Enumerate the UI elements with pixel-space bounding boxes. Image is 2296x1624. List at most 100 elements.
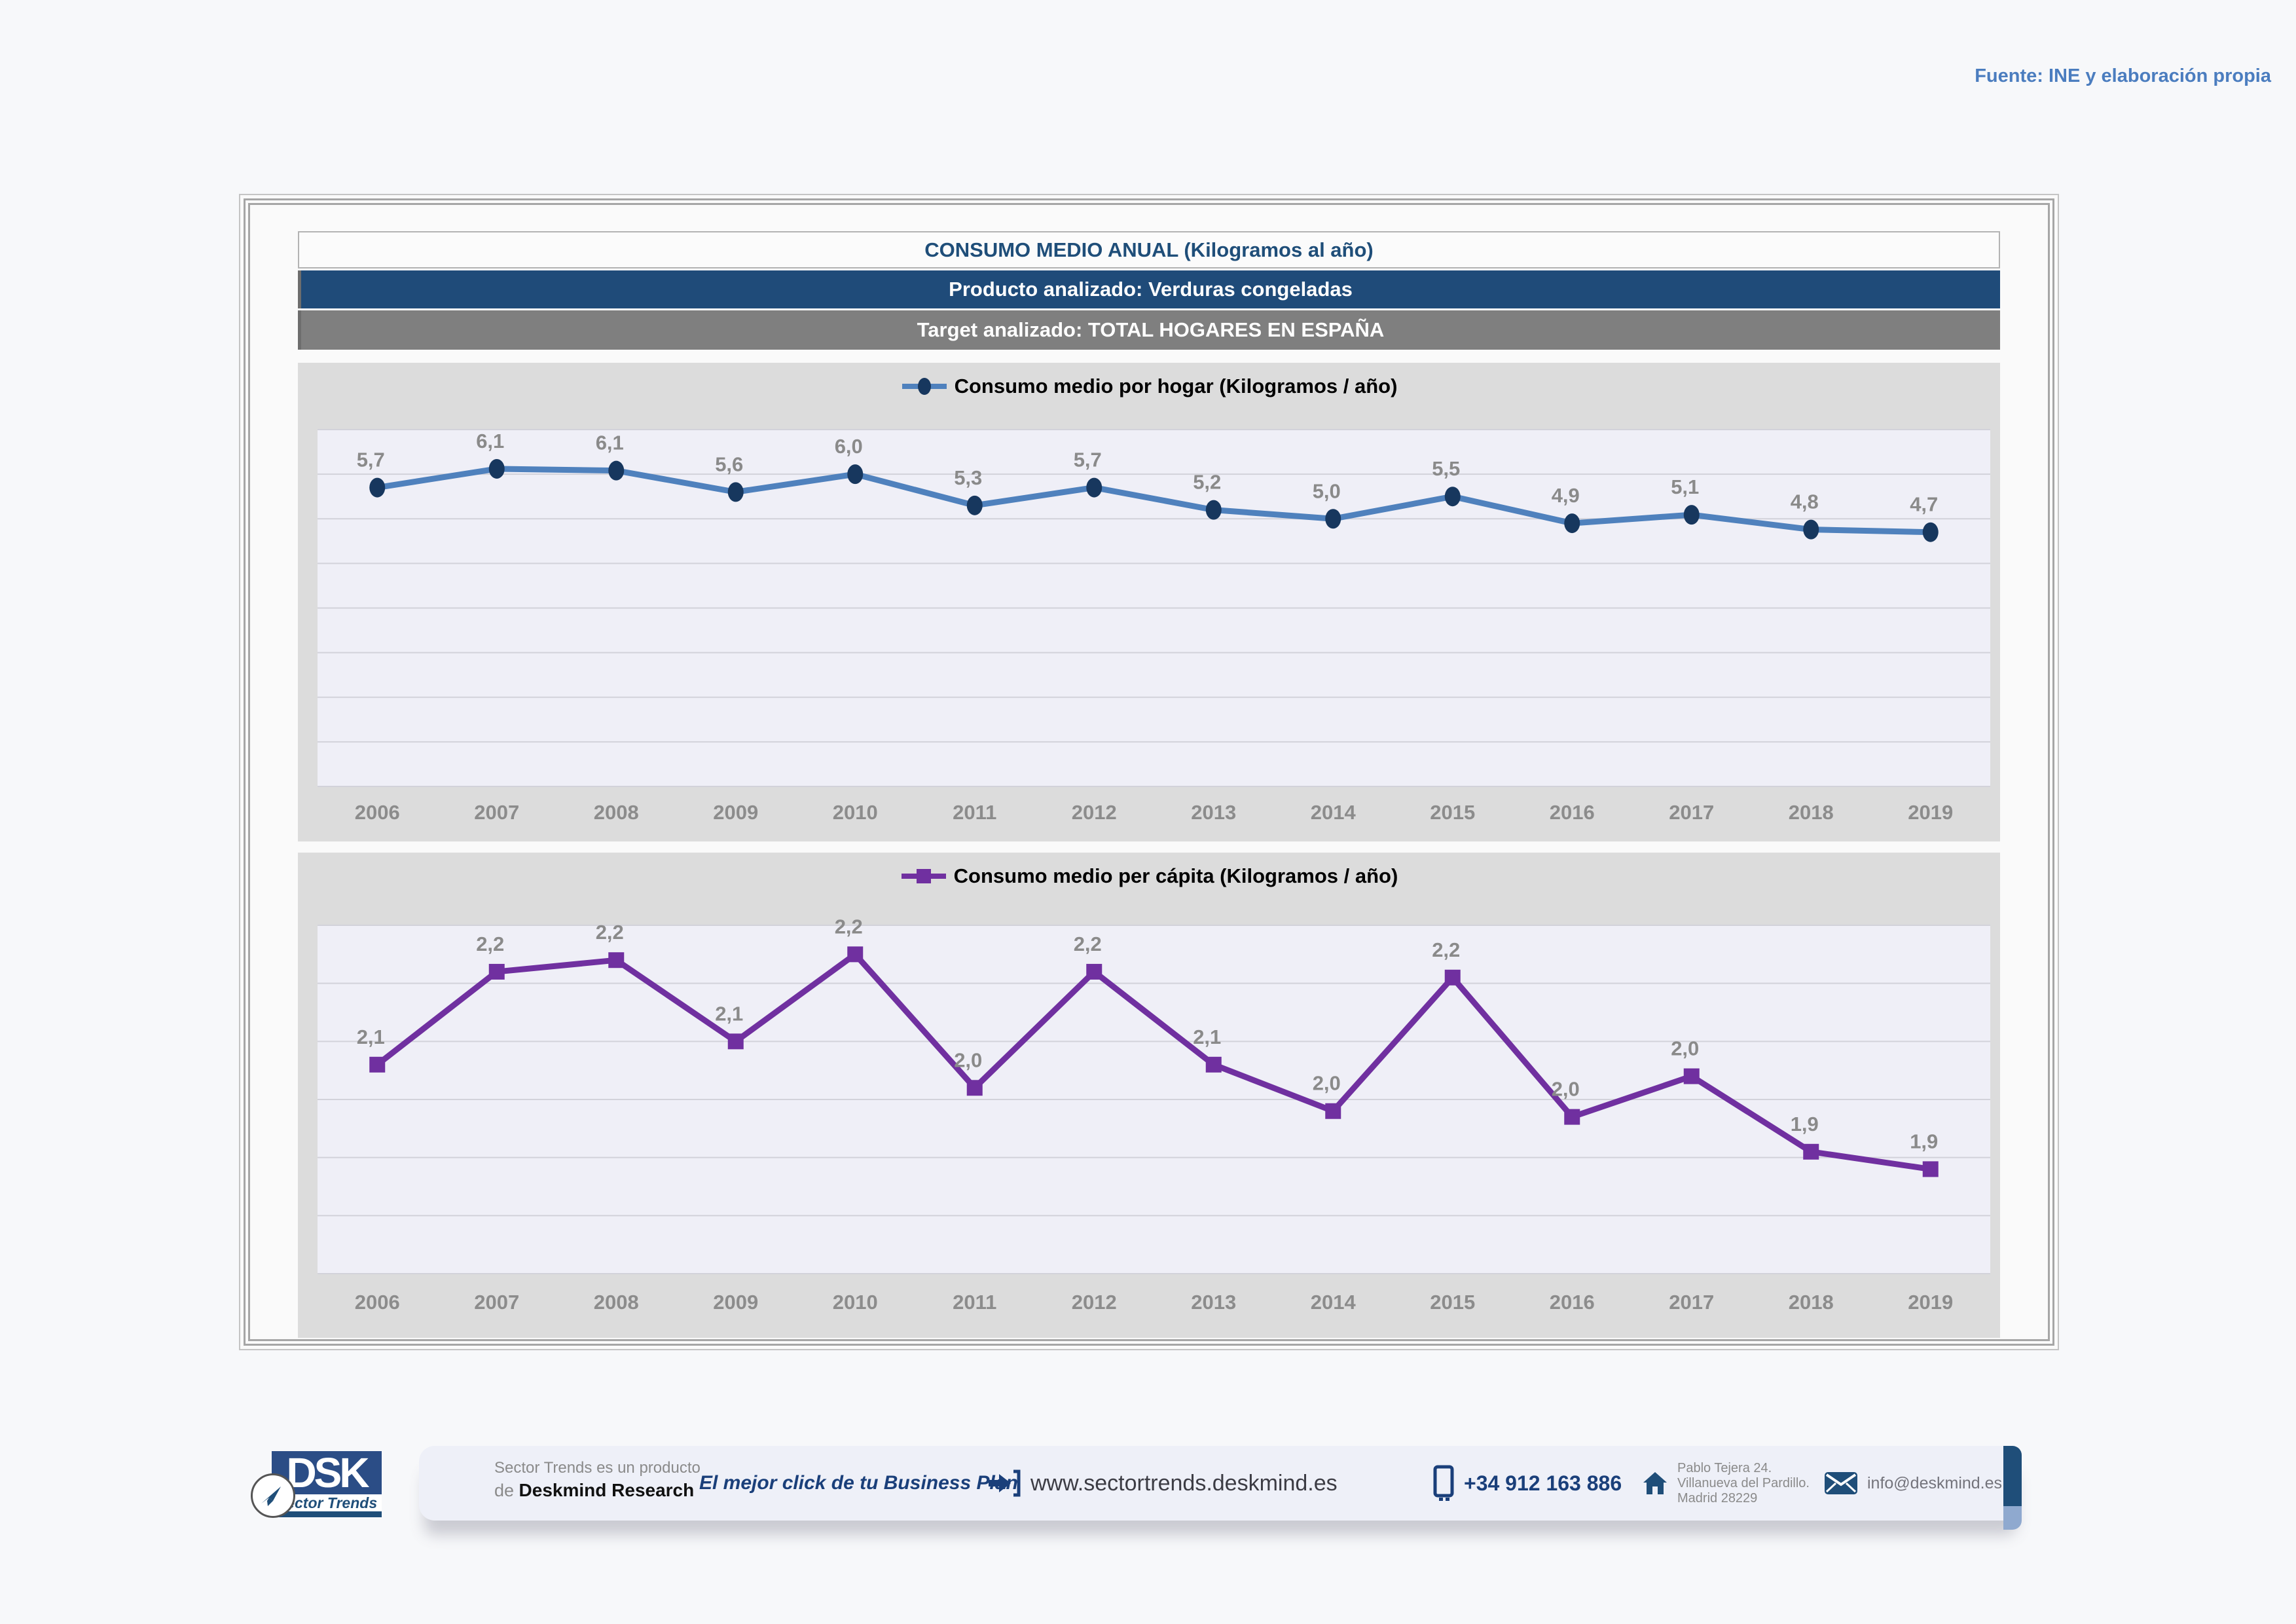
x-axis-year-label: 2011 [953, 801, 997, 824]
data-label: 5,3 [954, 466, 982, 489]
x-axis-year-label: 2017 [1669, 801, 1715, 824]
target-bar: Target analizado: TOTAL HOGARES EN ESPAÑ… [298, 310, 2000, 350]
x-axis-year-label: 2006 [354, 801, 400, 824]
percapita-line-chart: 2,1 2,2 2,2 2,1 2,2 2,0 2,2 2,1 2,0 2,2 2,0 2,0 1,9 1… [318, 915, 1990, 1274]
x-axis-year-label: 2008 [593, 1291, 639, 1314]
footer-product-line2-bold: Deskmind Research [519, 1480, 695, 1500]
footer-banner: Sector Trends es un producto de Deskmind… [419, 1446, 2022, 1530]
home-icon [1643, 1472, 1667, 1494]
data-label: 1,9 [1910, 1130, 1938, 1153]
x-axis-year-label: 2017 [1669, 1291, 1715, 1314]
report-panel: CONSUMO MEDIO ANUAL (Kilogramos al año) … [239, 194, 2059, 1350]
x-axis-year-label: 2010 [832, 801, 878, 824]
phone-icon [1433, 1465, 1454, 1501]
x-axis-year-label: 2015 [1430, 801, 1476, 824]
footer-address-line3: Madrid 28229 [1677, 1490, 1758, 1505]
data-label: 5,7 [357, 449, 385, 471]
x-axis-year-label: 2009 [713, 801, 759, 824]
x-axis-year-label: 2016 [1549, 801, 1595, 824]
data-label: 5,6 [715, 452, 743, 475]
footer-product-line2: de Deskmind Research [494, 1480, 701, 1501]
data-label: 2,1 [1193, 1025, 1221, 1048]
x-axis-year-label: 2016 [1549, 1291, 1595, 1314]
x-axis-year-label: 2019 [1908, 1291, 1954, 1314]
line-square-marker-icon [901, 869, 946, 883]
data-label: 2,1 [357, 1025, 385, 1048]
x-axis-year-label: 2007 [474, 801, 520, 824]
footer-claim: El mejor click de tu Business Plan [699, 1472, 1018, 1494]
envelope-icon [1825, 1472, 1857, 1494]
data-label: 4,7 [1910, 493, 1938, 516]
footer-email-address: info@deskmind.es [1867, 1473, 2003, 1492]
report-panel-inner: CONSUMO MEDIO ANUAL (Kilogramos al año) … [248, 203, 2050, 1341]
data-label: 2,2 [1074, 932, 1102, 955]
x-axis-year-label: 2007 [474, 1291, 520, 1314]
x-axis-year-label: 2008 [593, 801, 639, 824]
footer-product-line1: Sector Trends es un producto [494, 1459, 701, 1477]
data-label: 5,1 [1671, 475, 1699, 498]
header-stack: CONSUMO MEDIO ANUAL (Kilogramos al año) … [298, 231, 2000, 350]
plot-area-household: 5,7 6,1 6,1 5,6 6,0 5,3 5,7 5,2 5,0 5,5 4,9 5,1 4,8 4… [318, 429, 1990, 787]
banner-edge-tab [2003, 1446, 2022, 1530]
footer-address: Pablo Tejera 24. Villanueva del Pardillo… [1642, 1446, 1810, 1521]
x-axis-year-label: 2010 [832, 1291, 878, 1314]
data-label: 2,0 [954, 1048, 982, 1071]
x-axis-year-label: 2015 [1430, 1291, 1476, 1314]
footer-address-line2: Villanueva del Pardillo. [1677, 1475, 1810, 1490]
footer-website-url: www.sectortrends.deskmind.es [1030, 1470, 1338, 1496]
plot-area-percapita: 2,1 2,2 2,2 2,1 2,2 2,0 2,2 2,1 2,0 2,2 2,0 2,0 1,9 1… [318, 915, 1990, 1274]
data-label: 6,1 [596, 432, 624, 454]
data-label: 2,1 [715, 1002, 743, 1025]
dsk-logo: DSK Sector Trends [251, 1449, 382, 1518]
chart-title-bar: CONSUMO MEDIO ANUAL (Kilogramos al año) [298, 231, 2000, 268]
data-label: 5,2 [1193, 471, 1221, 494]
x-axis-year-label: 2014 [1310, 1291, 1356, 1314]
chart-percapita: Consumo medio per cápita (Kilogramos / a… [298, 853, 2000, 1338]
footer-email: info@deskmind.es [1824, 1446, 2002, 1521]
chart-household: Consumo medio por hogar (Kilogramos / añ… [298, 363, 2000, 841]
arrow-bracket-icon [989, 1469, 1021, 1497]
x-axis-year-label: 2014 [1310, 801, 1356, 824]
x-axis-year-label: 2009 [713, 1291, 759, 1314]
data-label: 5,0 [1313, 479, 1341, 502]
dsk-logo-acronym: DSK [272, 1449, 382, 1496]
footer-phone-number: +34 912 163 886 [1464, 1471, 1622, 1495]
source-note: Fuente: INE y elaboración propia [1975, 65, 2271, 86]
data-label: 2,0 [1313, 1072, 1341, 1095]
data-label: 2,0 [1552, 1078, 1580, 1101]
footer-website: www.sectortrends.deskmind.es [987, 1446, 1338, 1521]
x-axis-year-label: 2018 [1788, 801, 1834, 824]
x-axis-year-label: 2013 [1191, 801, 1237, 824]
data-label: 2,0 [1671, 1037, 1699, 1060]
product-label: Producto analizado: Verduras congeladas [949, 278, 1353, 301]
x-axis-year-label: 2011 [953, 1291, 997, 1314]
product-bar: Producto analizado: Verduras congeladas [298, 270, 2000, 308]
target-label: Target analizado: TOTAL HOGARES EN ESPAÑ… [917, 318, 1385, 341]
data-label: 4,8 [1791, 490, 1819, 513]
legend-percapita: Consumo medio per cápita (Kilogramos / a… [298, 853, 2000, 889]
footer-product-text: Sector Trends es un producto de Deskmind… [494, 1446, 701, 1534]
legend-household: Consumo medio por hogar (Kilogramos / añ… [298, 363, 2000, 399]
data-label: 2,2 [476, 932, 504, 955]
legend-percapita-label: Consumo medio per cápita (Kilogramos / a… [953, 864, 1398, 887]
footer-product-line2-prefix: de [494, 1481, 519, 1500]
footer-address-lines: Pablo Tejera 24. Villanueva del Pardillo… [1677, 1461, 1810, 1506]
household-line-chart: 5,7 6,1 6,1 5,6 6,0 5,3 5,7 5,2 5,0 5,5 4,9 5,1 4,8 4… [318, 429, 1990, 787]
x-axis-year-label: 2012 [1071, 801, 1117, 824]
data-label: 4,9 [1552, 484, 1580, 507]
data-label: 2,2 [596, 921, 624, 944]
x-axis-year-label: 2018 [1788, 1291, 1834, 1314]
chart-title: CONSUMO MEDIO ANUAL (Kilogramos al año) [924, 238, 1374, 261]
footer-phone: +34 912 163 886 [1432, 1446, 1622, 1521]
report-panel-frame: CONSUMO MEDIO ANUAL (Kilogramos al año) … [244, 198, 2054, 1346]
x-axis-year-label: 2012 [1071, 1291, 1117, 1314]
footer-address-line1: Pablo Tejera 24. [1677, 1460, 1772, 1475]
x-axis-percapita: 2006 2007 2008 2009 2010 2011 2012 2013 2014 2015… [318, 1274, 1990, 1338]
line-circle-marker-icon [902, 378, 947, 395]
data-label: 1,9 [1791, 1113, 1819, 1135]
legend-household-label: Consumo medio por hogar (Kilogramos / añ… [954, 375, 1398, 397]
data-label: 2,2 [835, 915, 863, 938]
dsk-logo-bar [272, 1511, 382, 1517]
x-axis-year-label: 2019 [1908, 801, 1954, 824]
x-axis-household: 2006 2007 2008 2009 2010 2011 2012 2013 2014 2015… [318, 786, 1990, 841]
